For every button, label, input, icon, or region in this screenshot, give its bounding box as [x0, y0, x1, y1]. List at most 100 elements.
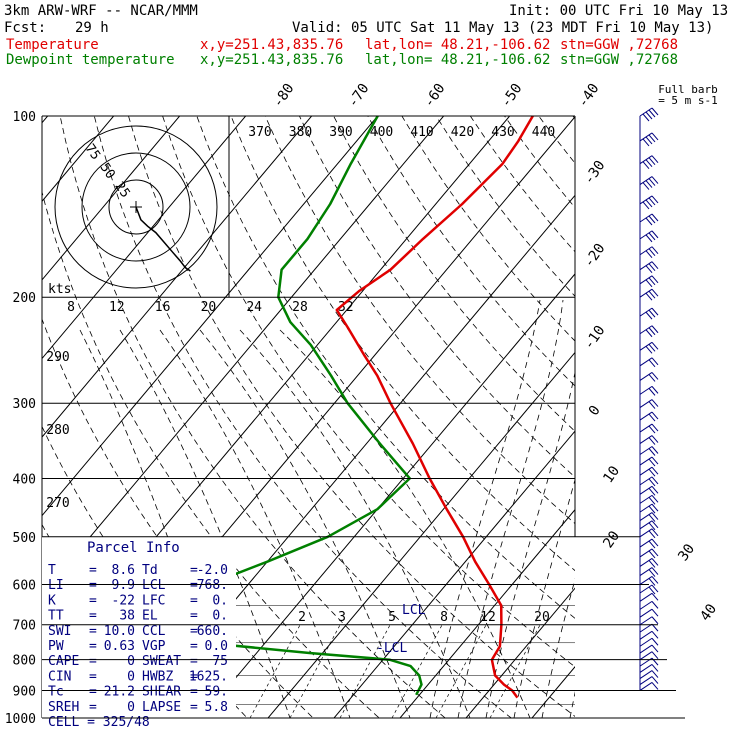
wind-barb-flag: [648, 290, 656, 299]
dry-adiabat: [230, 116, 575, 572]
wind-barb-flag: [648, 437, 656, 445]
wind-barb-flag: [648, 468, 656, 477]
wind-barb-flag: [651, 616, 659, 625]
wind-barb-flag: [648, 248, 656, 257]
pressure-tick-label: 500: [13, 531, 36, 546]
wind-barb-flag: [645, 199, 653, 208]
dry-adiabat: [162, 116, 575, 668]
dry-adiabat: [586, 89, 740, 731]
wind-barb-flag: [651, 357, 659, 366]
wind-barb-flag: [645, 111, 653, 120]
wind-barb-flag: [645, 311, 653, 320]
parcel-key: SWEAT: [142, 654, 181, 669]
wind-barb-flag: [648, 327, 656, 336]
wind-barb-flag: [651, 435, 659, 443]
wind-barb-flag: [651, 520, 659, 529]
wind-barb-flag: [651, 558, 659, 566]
parcel-value: 0: [127, 700, 135, 715]
parcel-key: LCL: [142, 578, 166, 593]
wind-barb: [639, 608, 659, 618]
hodograph-unit: kts: [48, 282, 71, 297]
wind-barb-shaft: [639, 385, 653, 395]
pressure-tick-label: 800: [13, 654, 36, 669]
hodograph-guide-curve: [279, 329, 531, 718]
wind-barb: [639, 357, 659, 368]
wind-barb-flag: [648, 178, 656, 186]
hodograph-x-label: 28: [292, 300, 308, 315]
temperature-xy: x,y=251.43,835.76: [200, 37, 344, 53]
wind-barb-flag: [648, 215, 656, 224]
wind-barb-flag: [651, 132, 659, 141]
wind-barb-flag: [651, 676, 659, 684]
wind-barb-shaft: [639, 423, 653, 433]
wind-barb-flag: [651, 503, 659, 512]
wind-barb-flag: [648, 401, 656, 409]
wind-barb-shaft: [639, 512, 653, 522]
theta-label: 410: [410, 125, 433, 140]
dry-adiabat: [333, 116, 575, 432]
wind-barb: [639, 670, 659, 679]
wind-barb-flag: [651, 307, 659, 316]
wind-barb-flag: [645, 265, 653, 273]
wind-barb-flag: [648, 540, 656, 549]
isotherm-label: 0: [586, 403, 604, 419]
temperature-legend: Temperature: [6, 37, 99, 53]
wind-barb-flag: [651, 592, 659, 601]
pressure-tick-label: 700: [13, 619, 36, 634]
isotherm-line: [531, 666, 575, 718]
wind-barb: [639, 584, 659, 595]
parcel-value: 1625.: [189, 669, 228, 684]
wind-barb-flag: [648, 134, 656, 143]
hodograph-ring: [108, 179, 164, 235]
wind-barb: [639, 616, 659, 626]
wind-barb: [639, 528, 659, 539]
wind-barb-flag: [651, 584, 659, 593]
dewpoint-latlon: lat,lon= 48.21,-106.62: [365, 52, 551, 68]
wind-barb-flag: [651, 372, 659, 380]
wind-barb: [639, 275, 659, 288]
forecast-hour: 29 h: [75, 20, 109, 36]
wind-barb-flag: [651, 630, 659, 639]
wind-barb-shaft: [639, 651, 653, 661]
wind-barb-shaft: [639, 399, 653, 408]
theta-label: 440: [532, 125, 555, 140]
mixing-ratio-label: 2: [298, 610, 306, 625]
wind-barb-flag: [648, 569, 656, 577]
parcel-key: K: [48, 593, 56, 608]
isotherm-label: 30: [675, 541, 698, 564]
parcel-value: 0.: [212, 593, 228, 608]
wind-header-label: Full barb: [658, 83, 718, 96]
theta-label: 400: [370, 125, 393, 140]
parcel-value: 5.8: [205, 700, 228, 715]
wind-barb-flag: [651, 528, 659, 537]
wind-barb-flag: [648, 388, 656, 396]
wind-barb-flag: [651, 399, 659, 407]
isotherm-line: [267, 351, 575, 718]
wind-barb: [639, 176, 659, 190]
wind-barb-flag: [651, 644, 659, 653]
wind-barb: [639, 538, 659, 549]
wind-barb-flag: [651, 601, 659, 609]
hodograph-x-label: 8: [67, 300, 75, 315]
parcel-key: CCL: [142, 624, 166, 639]
theta-label: 380: [289, 125, 312, 140]
wind-barb: [639, 435, 659, 445]
theta-label: 390: [329, 125, 352, 140]
pressure-tick-label: 400: [13, 472, 36, 487]
wind-barb-flag: [648, 374, 656, 382]
moist-adiabat: [541, 578, 575, 718]
wind-barb-flag: [651, 155, 659, 163]
wind-barb-flag: [651, 246, 659, 255]
isotherm-line: [399, 508, 575, 718]
parcel-value: 8.6: [112, 563, 135, 578]
wind-barb: [639, 651, 659, 661]
mixing-ratio-label: 3: [338, 610, 346, 625]
hodograph-x-label: 20: [201, 300, 217, 315]
wind-barb: [639, 246, 659, 259]
parcel-eq: =: [190, 669, 198, 684]
wind-barb-flag: [651, 107, 659, 116]
wind-barb-shaft: [639, 644, 653, 654]
hodograph-guide-curve: [199, 329, 411, 718]
